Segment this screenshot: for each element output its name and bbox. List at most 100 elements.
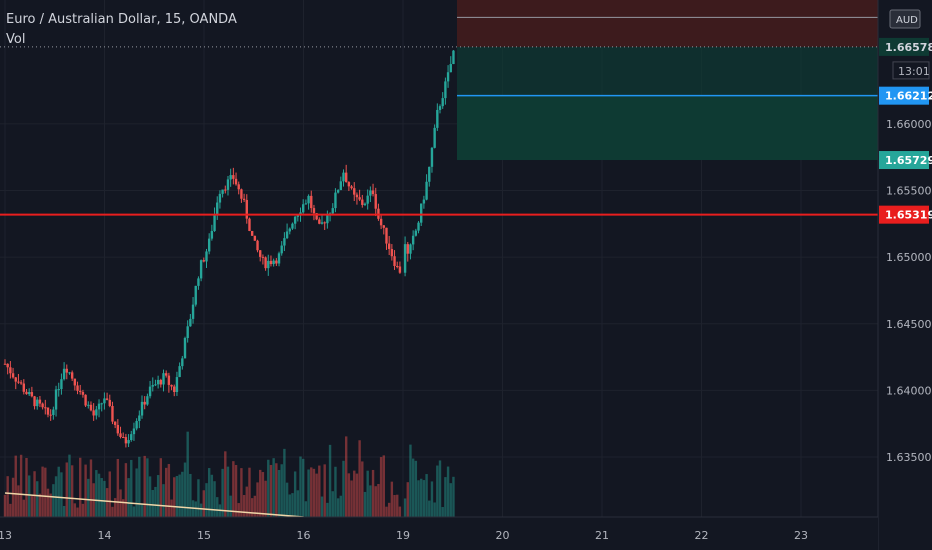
volume-bar: [302, 459, 304, 517]
symbol-title[interactable]: Euro / Australian Dollar, 15, OANDA: [6, 10, 237, 30]
candle: [219, 194, 221, 203]
volume-bar: [256, 482, 258, 517]
volume-bar: [66, 462, 68, 517]
candle: [396, 266, 398, 267]
stop-zone: [457, 0, 878, 47]
candle: [195, 286, 197, 305]
volume-bar: [267, 460, 269, 517]
price-axis-bg: [878, 0, 932, 550]
volume-label[interactable]: Vol: [6, 30, 237, 50]
volume-bar: [353, 471, 355, 517]
volume-bar: [307, 469, 309, 517]
volume-bar: [404, 498, 406, 517]
current-price-badge: 1.66578: [885, 41, 932, 54]
candle: [197, 278, 199, 285]
volume-bar: [79, 458, 81, 517]
time-axis[interactable]: 13 14 15 16 19 20 21 22 23: [0, 517, 878, 550]
volume-bar: [203, 490, 205, 517]
volume-bar: [431, 481, 433, 517]
volume-bar: [133, 506, 135, 517]
time-tick-label: 13: [0, 529, 12, 542]
candle: [425, 182, 427, 200]
candle: [106, 398, 108, 399]
support-price-badge: 1.65319: [885, 209, 932, 222]
volume-bar: [41, 467, 43, 517]
volume-bar: [329, 445, 331, 517]
candle: [423, 200, 425, 204]
volume-bar: [313, 469, 315, 517]
volume-bar: [356, 474, 358, 517]
volume-bar: [33, 471, 35, 517]
candle: [353, 188, 355, 194]
volume-bar: [248, 468, 250, 517]
volume-bar: [326, 503, 328, 517]
volume-bar: [125, 463, 127, 517]
volume-bar: [200, 504, 202, 517]
candle: [213, 214, 215, 231]
candle: [71, 372, 73, 378]
candle: [366, 196, 368, 204]
candle: [380, 219, 382, 225]
volume-bar: [135, 468, 137, 517]
volume-bar: [98, 474, 100, 517]
volume-bar: [60, 472, 62, 517]
volume-bar: [291, 493, 293, 517]
candle: [291, 224, 293, 229]
candle: [383, 225, 385, 227]
volume-bar: [47, 489, 49, 517]
price-axis[interactable]: 1.66000 1.65500 1.65000 1.64500 1.64000 1.635…: [878, 0, 932, 550]
candle: [60, 379, 62, 389]
candle: [76, 385, 78, 390]
candle: [25, 392, 27, 394]
candle: [436, 110, 438, 128]
volume-bar: [262, 472, 264, 517]
volume-bar: [36, 481, 38, 517]
candle: [184, 338, 186, 358]
candle: [141, 402, 143, 416]
volume-bar: [213, 481, 215, 517]
volume-bar: [240, 468, 242, 517]
volume-bar: [315, 474, 317, 517]
volume-bar: [281, 464, 283, 517]
volume-bar: [4, 495, 6, 517]
volume-bar: [44, 468, 46, 517]
candle: [350, 186, 352, 188]
candle: [281, 246, 283, 254]
candle: [348, 182, 350, 186]
volume-bar: [407, 482, 409, 517]
volume-bar: [318, 466, 320, 517]
volume-bar: [58, 467, 60, 517]
volume-bar: [229, 496, 231, 517]
candle: [98, 404, 100, 410]
volume-bar: [90, 459, 92, 517]
volume-bar: [425, 474, 427, 517]
volume-bar: [176, 476, 178, 517]
candle: [358, 197, 360, 199]
candle: [286, 231, 288, 238]
volume-bar: [299, 456, 301, 517]
candle: [20, 382, 22, 383]
volume-bar: [181, 472, 183, 517]
candle: [404, 244, 406, 273]
volume-bar: [350, 480, 352, 517]
candle: [444, 81, 446, 98]
volume-bar: [275, 463, 277, 517]
volume-bar: [178, 475, 180, 517]
volume-bar: [305, 501, 307, 517]
volume-bar: [388, 503, 390, 517]
entry-price-badge: 1.66212: [885, 90, 932, 103]
candle: [146, 396, 148, 404]
candle: [111, 406, 113, 422]
volume-bar: [82, 504, 84, 517]
profit-zone: [457, 47, 878, 96]
volume-bar: [310, 467, 312, 517]
volume-bar: [9, 504, 11, 517]
candle: [9, 367, 11, 373]
volume-bar: [154, 487, 156, 517]
candle: [28, 392, 30, 394]
volume-bar: [450, 483, 452, 517]
candle: [364, 204, 366, 205]
chart-legend: Euro / Australian Dollar, 15, OANDA Vol: [6, 10, 237, 50]
time-axis-bg: [0, 517, 878, 550]
